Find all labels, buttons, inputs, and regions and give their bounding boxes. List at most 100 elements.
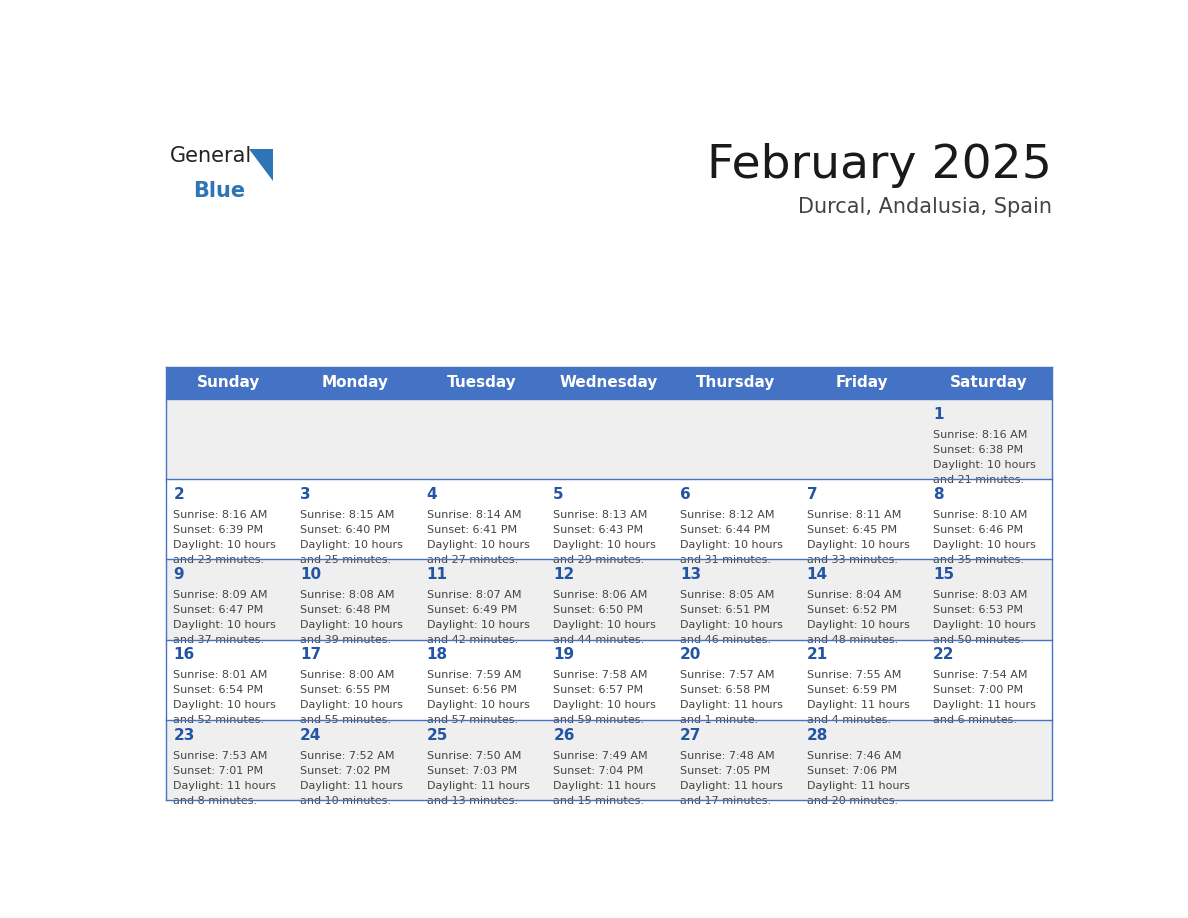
Text: 16: 16 <box>173 647 195 662</box>
Text: Sunset: 6:41 PM: Sunset: 6:41 PM <box>426 525 517 535</box>
Bar <box>419 559 545 640</box>
Text: Daylight: 10 hours: Daylight: 10 hours <box>299 700 403 711</box>
Bar <box>925 640 1053 720</box>
Text: and 17 minutes.: and 17 minutes. <box>680 796 771 806</box>
Text: Daylight: 10 hours: Daylight: 10 hours <box>934 460 1036 470</box>
Text: Sunset: 6:40 PM: Sunset: 6:40 PM <box>299 525 390 535</box>
Text: Daylight: 10 hours: Daylight: 10 hours <box>426 621 530 631</box>
Text: Sunset: 7:05 PM: Sunset: 7:05 PM <box>680 766 770 776</box>
Text: Sunrise: 8:10 AM: Sunrise: 8:10 AM <box>934 509 1028 520</box>
Bar <box>165 399 292 479</box>
Text: Sunrise: 7:57 AM: Sunrise: 7:57 AM <box>680 670 775 680</box>
Text: 12: 12 <box>554 567 575 582</box>
Bar <box>798 399 925 479</box>
Text: Thursday: Thursday <box>696 375 776 390</box>
Text: Daylight: 11 hours: Daylight: 11 hours <box>426 780 530 790</box>
Text: Sunrise: 8:09 AM: Sunrise: 8:09 AM <box>173 590 267 600</box>
Bar <box>419 640 545 720</box>
Text: Sunset: 6:45 PM: Sunset: 6:45 PM <box>807 525 897 535</box>
Text: Sunset: 6:46 PM: Sunset: 6:46 PM <box>934 525 1023 535</box>
Text: Sunrise: 8:15 AM: Sunrise: 8:15 AM <box>299 509 394 520</box>
Bar <box>672 559 798 640</box>
Text: 10: 10 <box>299 567 321 582</box>
Text: Daylight: 11 hours: Daylight: 11 hours <box>807 780 910 790</box>
Text: Daylight: 10 hours: Daylight: 10 hours <box>426 700 530 711</box>
Text: Sunrise: 8:16 AM: Sunrise: 8:16 AM <box>934 430 1028 440</box>
Bar <box>165 559 292 640</box>
Text: Sunset: 6:55 PM: Sunset: 6:55 PM <box>299 686 390 696</box>
Text: Daylight: 10 hours: Daylight: 10 hours <box>554 700 656 711</box>
Text: Sunset: 6:57 PM: Sunset: 6:57 PM <box>554 686 644 696</box>
Text: Daylight: 10 hours: Daylight: 10 hours <box>426 540 530 550</box>
Text: Saturday: Saturday <box>950 375 1028 390</box>
Bar <box>925 559 1053 640</box>
Text: 1: 1 <box>934 407 943 421</box>
Bar <box>545 720 672 800</box>
Text: Sunrise: 8:03 AM: Sunrise: 8:03 AM <box>934 590 1028 600</box>
Bar <box>672 399 798 479</box>
Bar <box>925 399 1053 479</box>
Text: Daylight: 10 hours: Daylight: 10 hours <box>934 540 1036 550</box>
Text: Daylight: 10 hours: Daylight: 10 hours <box>173 540 276 550</box>
Text: Sunrise: 7:54 AM: Sunrise: 7:54 AM <box>934 670 1028 680</box>
Bar <box>292 559 419 640</box>
Text: 2: 2 <box>173 487 184 502</box>
Text: Daylight: 11 hours: Daylight: 11 hours <box>554 780 656 790</box>
Text: and 39 minutes.: and 39 minutes. <box>299 635 391 645</box>
Text: Sunset: 7:03 PM: Sunset: 7:03 PM <box>426 766 517 776</box>
Text: 25: 25 <box>426 728 448 743</box>
Text: Sunrise: 8:04 AM: Sunrise: 8:04 AM <box>807 590 901 600</box>
Bar <box>419 720 545 800</box>
Bar <box>419 399 545 479</box>
Bar <box>292 479 419 559</box>
Text: Sunrise: 7:52 AM: Sunrise: 7:52 AM <box>299 751 394 761</box>
Text: 19: 19 <box>554 647 574 662</box>
Text: Daylight: 10 hours: Daylight: 10 hours <box>680 540 783 550</box>
Text: and 37 minutes.: and 37 minutes. <box>173 635 265 645</box>
Bar <box>545 479 672 559</box>
Text: Daylight: 11 hours: Daylight: 11 hours <box>680 700 783 711</box>
Text: and 46 minutes.: and 46 minutes. <box>680 635 771 645</box>
Text: 11: 11 <box>426 567 448 582</box>
Text: and 57 minutes.: and 57 minutes. <box>426 715 518 725</box>
Text: Daylight: 11 hours: Daylight: 11 hours <box>173 780 276 790</box>
Bar <box>925 479 1053 559</box>
Text: Sunset: 6:49 PM: Sunset: 6:49 PM <box>426 605 517 615</box>
Text: 3: 3 <box>299 487 310 502</box>
Text: Daylight: 10 hours: Daylight: 10 hours <box>299 621 403 631</box>
Text: Friday: Friday <box>836 375 889 390</box>
Text: and 13 minutes.: and 13 minutes. <box>426 796 518 806</box>
Text: Sunrise: 8:11 AM: Sunrise: 8:11 AM <box>807 509 901 520</box>
Text: Sunrise: 8:00 AM: Sunrise: 8:00 AM <box>299 670 394 680</box>
Text: Sunset: 6:43 PM: Sunset: 6:43 PM <box>554 525 644 535</box>
Bar <box>798 640 925 720</box>
Polygon shape <box>249 149 272 181</box>
Text: and 20 minutes.: and 20 minutes. <box>807 796 898 806</box>
Text: Sunset: 6:51 PM: Sunset: 6:51 PM <box>680 605 770 615</box>
Text: 27: 27 <box>680 728 701 743</box>
Text: Sunrise: 7:55 AM: Sunrise: 7:55 AM <box>807 670 901 680</box>
Text: and 27 minutes.: and 27 minutes. <box>426 555 518 565</box>
Text: Daylight: 11 hours: Daylight: 11 hours <box>680 780 783 790</box>
Text: Daylight: 10 hours: Daylight: 10 hours <box>554 621 656 631</box>
Text: Daylight: 10 hours: Daylight: 10 hours <box>680 621 783 631</box>
Bar <box>165 720 292 800</box>
Text: Durcal, Andalusia, Spain: Durcal, Andalusia, Spain <box>798 197 1053 218</box>
Text: Sunrise: 8:12 AM: Sunrise: 8:12 AM <box>680 509 775 520</box>
Text: Sunrise: 8:08 AM: Sunrise: 8:08 AM <box>299 590 394 600</box>
Bar <box>798 479 925 559</box>
Text: Sunset: 6:39 PM: Sunset: 6:39 PM <box>173 525 264 535</box>
Text: and 50 minutes.: and 50 minutes. <box>934 635 1024 645</box>
Text: and 8 minutes.: and 8 minutes. <box>173 796 258 806</box>
Text: Sunrise: 8:05 AM: Sunrise: 8:05 AM <box>680 590 775 600</box>
Bar <box>419 479 545 559</box>
Text: and 48 minutes.: and 48 minutes. <box>807 635 898 645</box>
Text: Daylight: 10 hours: Daylight: 10 hours <box>299 540 403 550</box>
Text: and 6 minutes.: and 6 minutes. <box>934 715 1017 725</box>
Text: Sunset: 7:02 PM: Sunset: 7:02 PM <box>299 766 390 776</box>
Text: 13: 13 <box>680 567 701 582</box>
Text: 24: 24 <box>299 728 321 743</box>
Text: Daylight: 10 hours: Daylight: 10 hours <box>934 621 1036 631</box>
Text: Tuesday: Tuesday <box>448 375 517 390</box>
Text: 26: 26 <box>554 728 575 743</box>
